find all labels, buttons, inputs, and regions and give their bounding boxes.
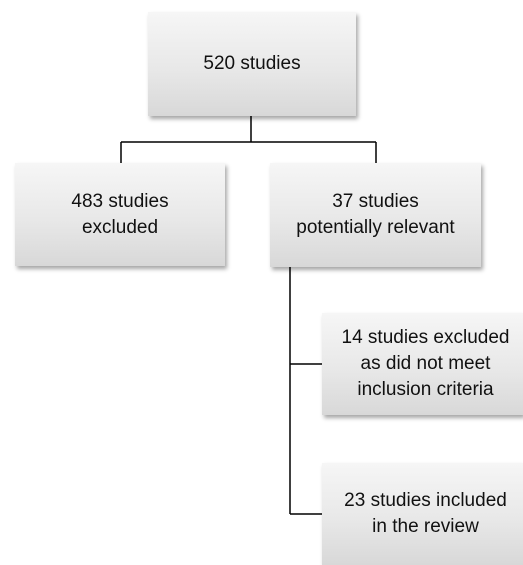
- box-included-line-1: 23 studies included: [344, 490, 507, 511]
- box-criteria-line-2: as did not meet: [360, 353, 491, 374]
- box-excluded-criteria: 14 studies excluded as did not meet incl…: [322, 313, 523, 415]
- box-criteria-line-1: 14 studies excluded: [341, 327, 510, 348]
- box-criteria-line-3: inclusion criteria: [357, 379, 494, 400]
- box-included-line-2: in the review: [372, 516, 479, 537]
- box-potentially-relevant: 37 studies potentially relevant: [270, 163, 481, 267]
- box-excluded-line-2: excluded: [81, 216, 159, 238]
- box-excluded-studies: 483 studies excluded: [15, 163, 225, 266]
- box-excluded-line-1: 483 studies: [71, 190, 169, 212]
- box-relevant-line-1: 37 studies: [332, 191, 419, 212]
- box-relevant-line-2: potentially relevant: [296, 217, 455, 238]
- box-included-review: 23 studies included in the review: [322, 463, 523, 565]
- box-total-studies: 520 studies: [148, 12, 356, 116]
- box-total-line-1: 520 studies: [203, 53, 301, 74]
